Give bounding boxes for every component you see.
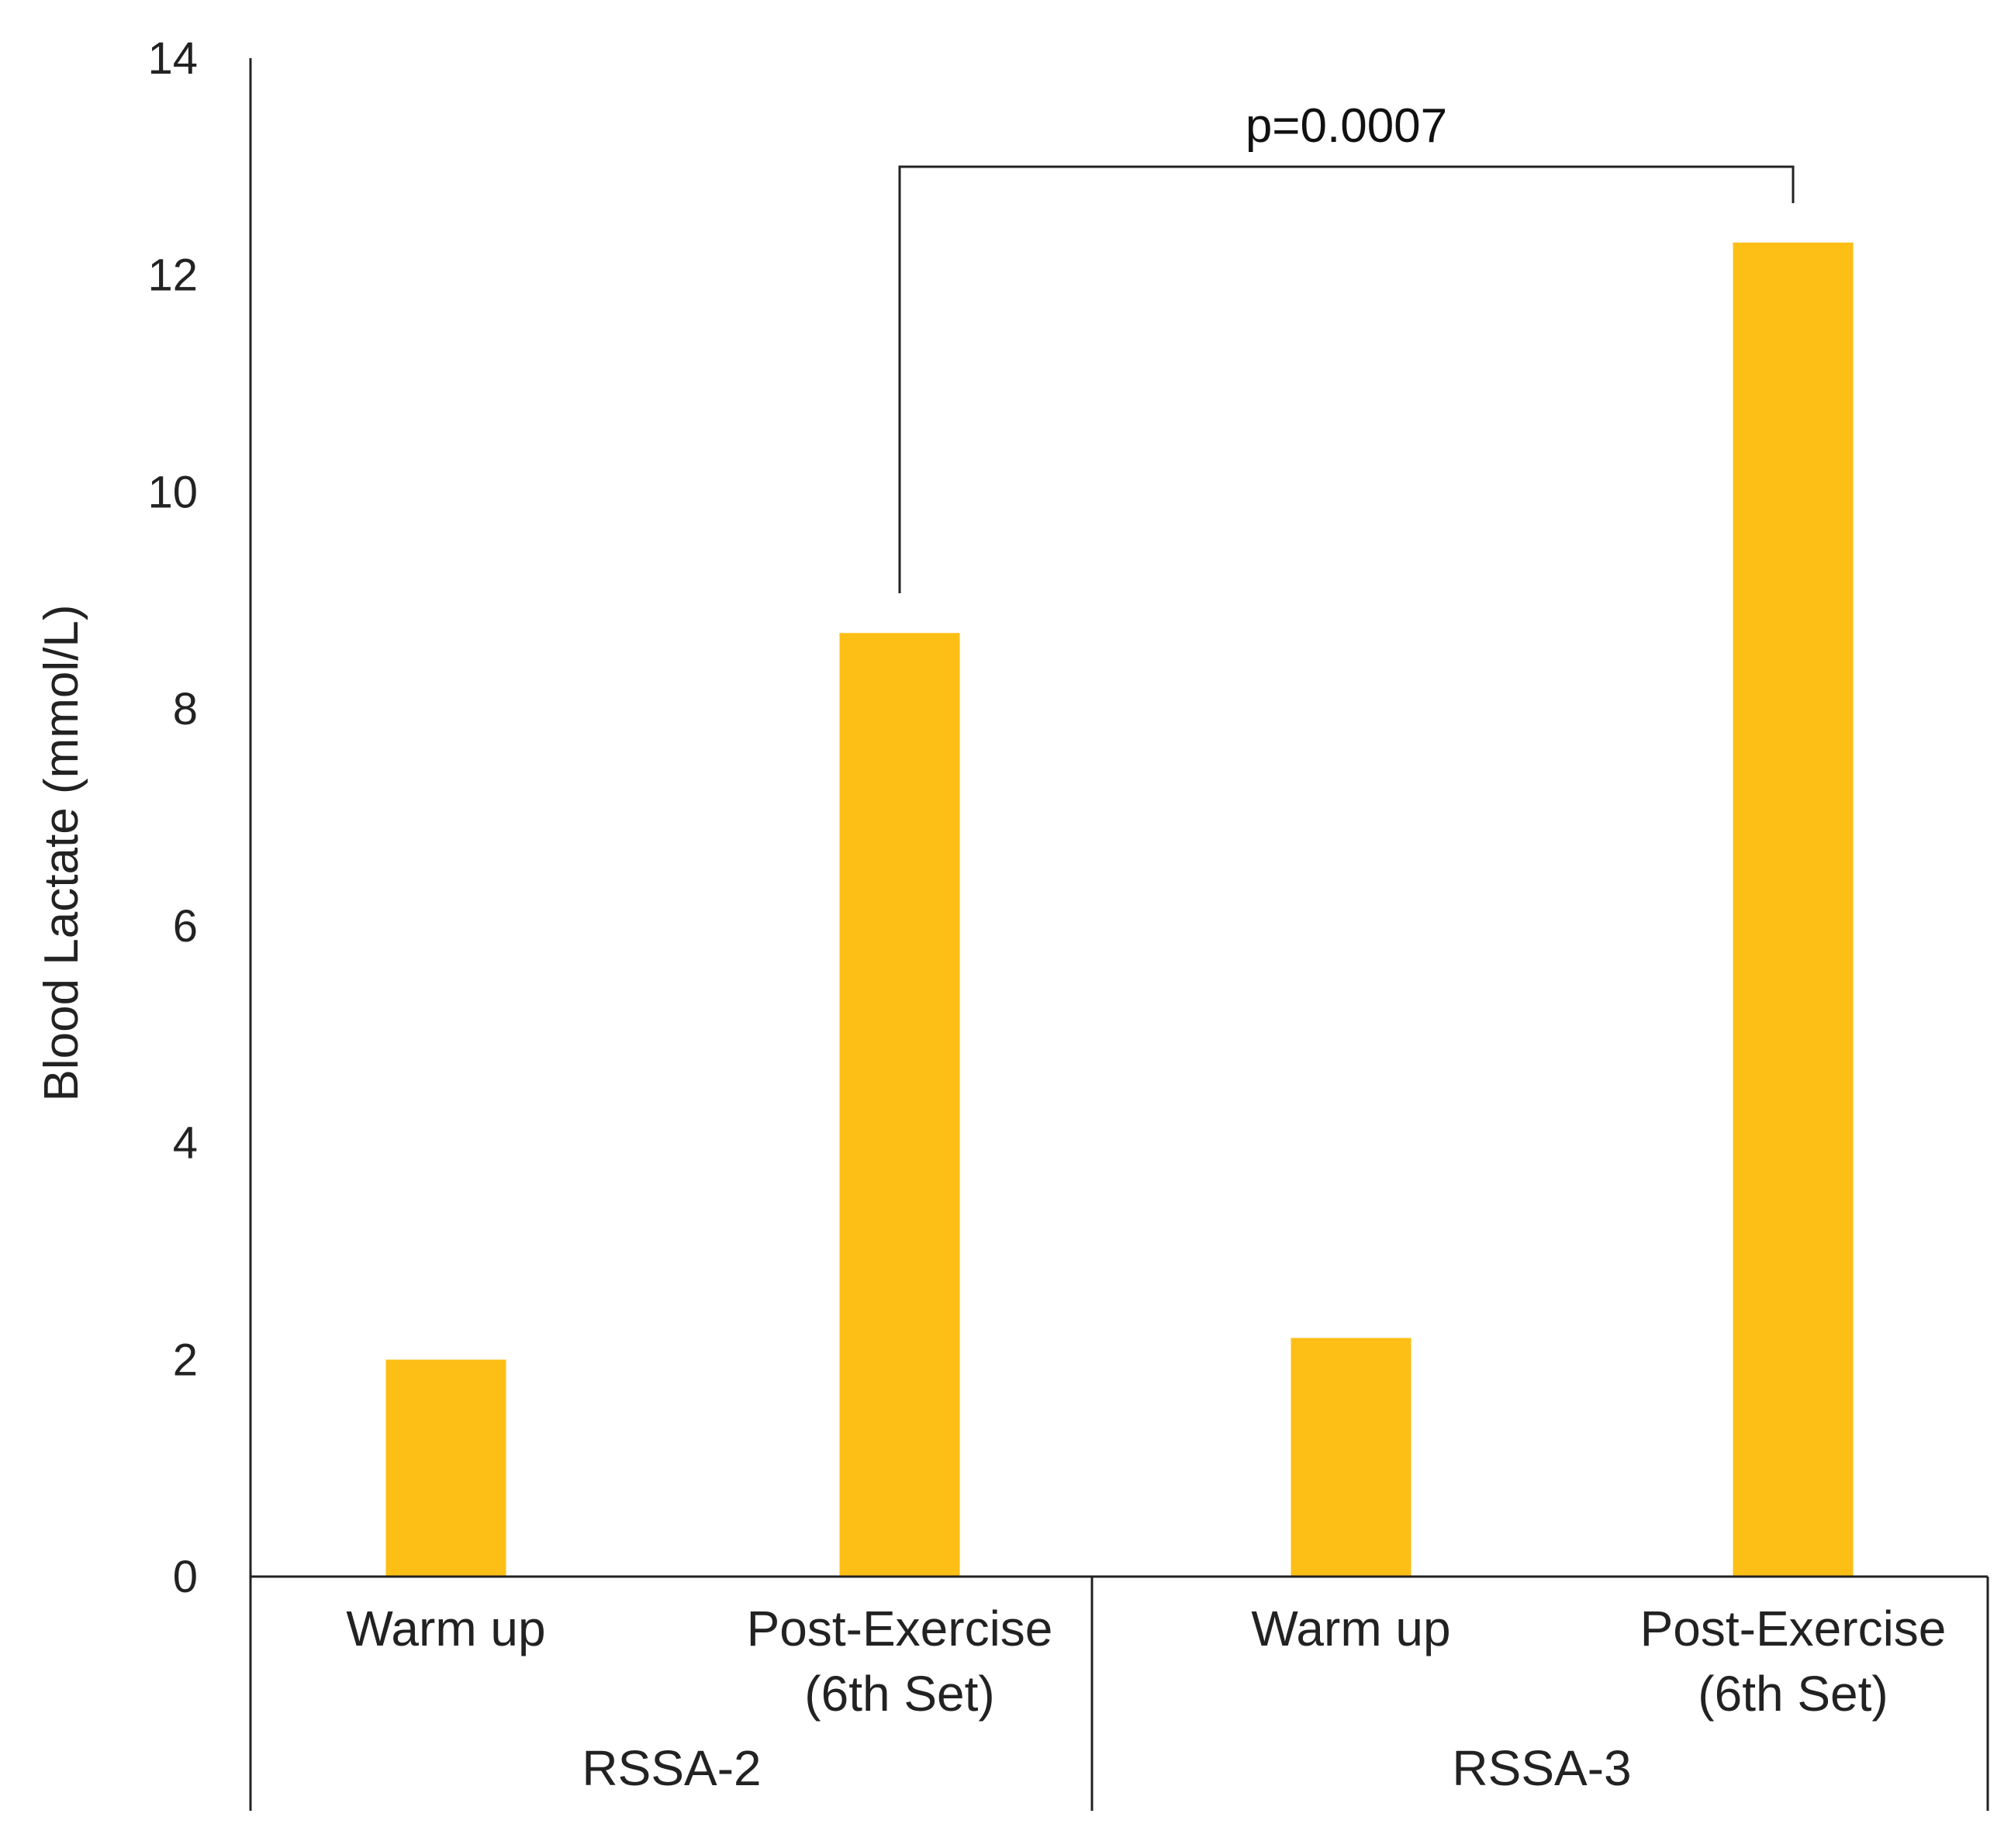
category-labels: Warm up Post-Exercise (6th Set) Warm up Post… xyxy=(346,1601,1946,1722)
category-label: Post-Exercise (6th Set) xyxy=(1640,1601,1947,1722)
y-axis-ticks: 0 2 4 6 8 10 12 14 xyxy=(147,33,198,1602)
bar xyxy=(385,1359,506,1577)
category-label: Warm up xyxy=(346,1601,545,1656)
y-tick-label: 14 xyxy=(147,33,198,84)
y-tick-label: 0 xyxy=(173,1552,198,1602)
y-tick-label: 12 xyxy=(147,250,198,301)
p-value-label: p=0.0007 xyxy=(1246,99,1447,153)
bar xyxy=(1733,242,1854,1577)
group-labels: RSSA-2 RSSA-3 xyxy=(582,1740,1631,1796)
category-label: Post-Exercise (6th Set) xyxy=(747,1601,1053,1722)
significance-bracket: p=0.0007 xyxy=(898,99,1795,593)
bars xyxy=(385,242,1854,1577)
group-label: RSSA-3 xyxy=(1452,1740,1631,1796)
y-tick-label: 10 xyxy=(147,467,198,517)
y-tick-label: 8 xyxy=(173,684,198,734)
y-tick-label: 6 xyxy=(173,901,198,952)
y-tick-label: 4 xyxy=(173,1118,198,1169)
bar xyxy=(839,633,960,1577)
y-tick-label: 2 xyxy=(173,1335,198,1385)
category-label: Warm up xyxy=(1251,1601,1450,1656)
group-label: RSSA-2 xyxy=(582,1740,761,1796)
bracket-line xyxy=(898,165,1795,593)
bar xyxy=(1291,1338,1412,1577)
axes xyxy=(249,58,1989,1811)
y-axis-label: Blood Lactate (mmol/L) xyxy=(35,605,88,1102)
